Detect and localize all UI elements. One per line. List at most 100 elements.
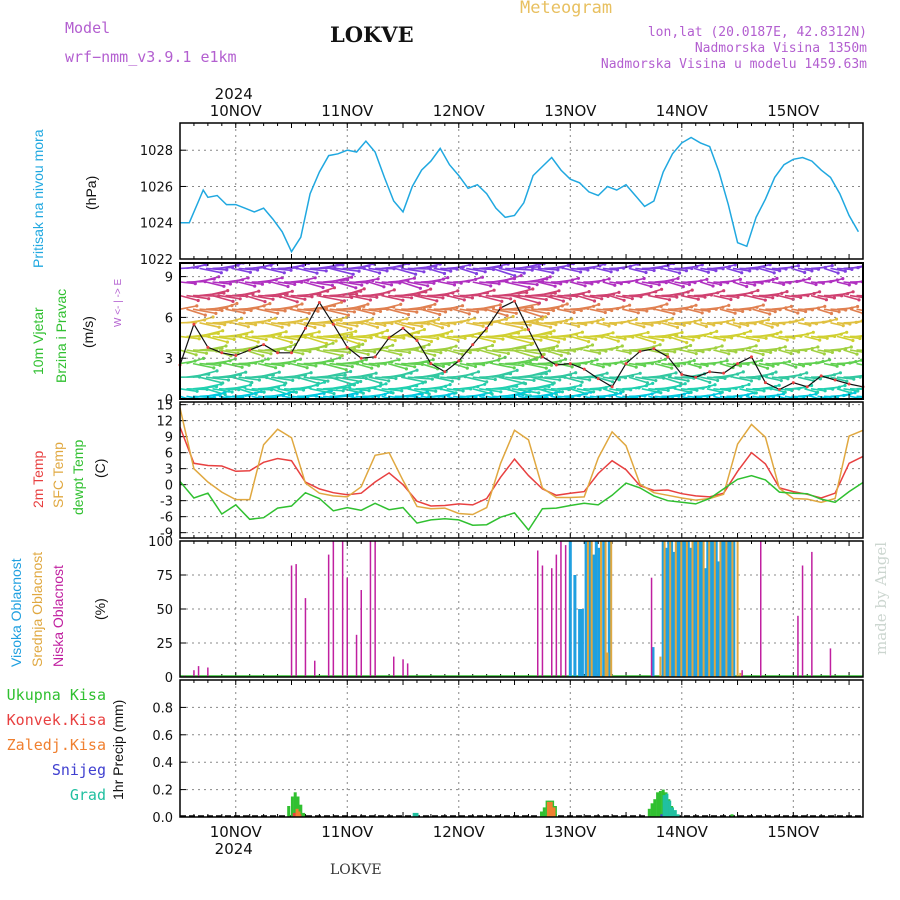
wind-arrow-head <box>622 298 626 302</box>
cloud-mid-bar <box>736 541 739 677</box>
wind-arrow-head <box>332 392 336 396</box>
wind-arrow-head <box>683 382 687 386</box>
wind-arrow-head <box>551 271 555 275</box>
wind-arrow <box>596 267 612 273</box>
wind-arrow <box>693 267 709 274</box>
wind-arrow <box>238 322 256 326</box>
wind-arrow-head <box>225 268 229 272</box>
cloud-low-bar <box>341 541 344 677</box>
wind-arrow <box>550 294 571 300</box>
wind-arrow <box>192 362 214 369</box>
wind-arrow-head <box>352 310 356 314</box>
wind-arrow-head <box>250 330 254 334</box>
wind-arrow-head <box>865 335 868 338</box>
wind-arrow <box>563 384 581 390</box>
cloud-mid-bar <box>659 656 662 677</box>
wind-arrow-head <box>462 298 466 302</box>
wind-arrow <box>368 281 385 288</box>
wind-arrow-head <box>348 350 352 354</box>
wind-arrow-head <box>601 365 605 369</box>
wind-arrow <box>186 357 204 365</box>
wind-arrow <box>290 349 310 353</box>
wind-arrow <box>771 346 786 351</box>
wind-arrow-head <box>400 389 404 393</box>
precip-total-bar <box>287 806 291 817</box>
cloud-high-bar <box>681 541 685 677</box>
wind-arrow <box>199 308 223 312</box>
wind-arrow <box>849 294 863 299</box>
wind-arrow <box>335 335 360 345</box>
wind-arrow-head <box>280 325 284 329</box>
wind-arrow-head <box>620 344 624 348</box>
wind-arrow-head <box>616 339 620 343</box>
wind-arrow-head <box>851 338 855 343</box>
wind-arrow-head <box>686 379 690 383</box>
wind-arrow-head <box>505 314 509 318</box>
wind-arrow <box>667 382 686 390</box>
wind-arrow <box>661 308 681 313</box>
wind-arrow-head <box>761 352 765 357</box>
precip-legend-conv: Konvek.Kisa <box>6 711 106 729</box>
wind-arrow <box>212 335 235 341</box>
cloud-mid-bar <box>669 541 672 677</box>
wind-arrow-head <box>452 283 457 287</box>
wind-arrow-head <box>565 302 569 306</box>
wind-arrow-head <box>554 323 558 327</box>
wind-arrow-head <box>732 318 736 322</box>
wind-arrow <box>563 267 581 273</box>
wind-arrow <box>797 384 812 390</box>
wind-arrow-head <box>649 284 653 289</box>
wind-arrow <box>511 388 536 398</box>
precip-frozen-bar <box>549 801 553 817</box>
wind-arrow <box>583 359 598 365</box>
wind-arrow-head <box>481 324 485 328</box>
wind-arrow-head <box>687 282 692 287</box>
wind-arrow <box>180 349 197 356</box>
wind-speed-marker <box>248 348 252 352</box>
wind-arrow <box>374 388 394 394</box>
wind-arrow-head <box>211 315 215 319</box>
wind-arrow <box>563 322 579 328</box>
wind-arrow <box>635 322 653 326</box>
y-tick-label: 3 <box>165 463 173 478</box>
y-tick-label: 0 <box>165 479 173 494</box>
wind-arrow-head <box>289 268 293 272</box>
wind-arrow-head <box>284 330 288 334</box>
wind-arrow <box>615 359 629 365</box>
wind-arrow-head <box>869 310 872 313</box>
wind-arrow <box>459 308 478 313</box>
wind-arrow <box>309 388 335 395</box>
cloud-high-bar <box>692 541 696 677</box>
wind-arrow <box>596 332 614 338</box>
wind-arrow-head <box>263 300 267 304</box>
wind-arrow-head <box>391 343 395 347</box>
wind-arrow <box>752 263 771 270</box>
wind-arrow <box>303 335 327 345</box>
wind-arrow <box>485 356 506 365</box>
wind-arrow-head <box>559 353 563 357</box>
wind-arrow <box>231 331 253 338</box>
wind-arrow-head <box>408 350 412 355</box>
wind-arrow-head <box>748 269 752 273</box>
wind-arrow-head <box>689 390 693 394</box>
wind-arrow <box>433 376 453 382</box>
wind-arrow-head <box>353 347 357 351</box>
wind-arrow <box>381 294 404 301</box>
wind-arrow-head <box>384 382 388 386</box>
wind-arrow-head <box>382 285 386 289</box>
wind-arrow-head <box>269 352 273 356</box>
wind-arrow-head <box>741 370 745 374</box>
wind-arrow <box>700 267 717 272</box>
wind-arrow <box>583 303 600 310</box>
wind-arrow <box>316 357 341 365</box>
wind-arrow <box>726 278 741 283</box>
cloud-low-bar <box>551 568 553 677</box>
wind-arrow-head <box>544 372 549 376</box>
wind-arrow <box>518 294 547 301</box>
wind-arrow <box>466 376 487 383</box>
wind-arrow <box>472 335 495 343</box>
wind-arrow <box>654 318 673 324</box>
wind-arrow-head <box>262 390 266 394</box>
wind-arrow <box>414 388 436 392</box>
